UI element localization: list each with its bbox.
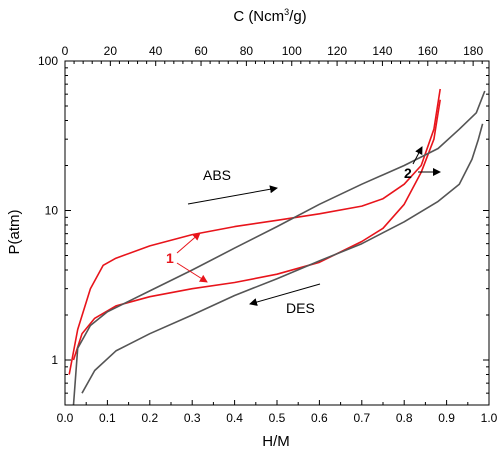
x-tick-label: 0.7 <box>353 411 370 425</box>
series-layer <box>68 88 486 406</box>
x-tick-label: 0.9 <box>438 411 455 425</box>
abs-arrow <box>187 185 278 205</box>
top-tick-label: 120 <box>327 44 347 58</box>
des-arrow <box>249 283 321 306</box>
top-tick-label: 140 <box>372 44 392 58</box>
top-axis-title: C (Ncm3/g) <box>233 7 306 25</box>
top-tick-label: 20 <box>104 44 118 58</box>
x-tick-label: 0.8 <box>396 411 413 425</box>
des-label: DES <box>286 300 315 316</box>
x-tick-label: 1.0 <box>481 411 497 425</box>
label-2: 2 <box>404 165 412 181</box>
top-tick-label: 40 <box>149 44 163 58</box>
x-tick-label: 0.5 <box>269 411 286 425</box>
top-axis-title-pre: C (Ncm <box>233 8 284 25</box>
abs-label: ABS <box>203 167 231 183</box>
y-tick-label: 100 <box>38 54 58 68</box>
series-line-3 <box>72 90 486 406</box>
top-axis-title-post: /g) <box>289 8 307 25</box>
top-axis-title-sup: 3 <box>284 7 289 17</box>
top-tick-label: 0 <box>62 44 69 58</box>
y-axis-title: P(atm) <box>6 209 23 254</box>
label-1-arrow-up <box>176 232 201 254</box>
plot-frame <box>64 60 490 406</box>
ticks-layer: 0.0 0.1 0.2 0.3 0.4 0.5 0.6 0.7 0.8 0.9 1.0 0 20 40 60… <box>38 44 497 425</box>
label-2-arrow-up <box>412 146 423 165</box>
x-tick-label: 0.6 <box>311 411 328 425</box>
label-1-arrow-down <box>176 262 208 283</box>
x-tick-label: 0.4 <box>226 411 243 425</box>
top-tick-label: 80 <box>240 44 254 58</box>
series-line-1 <box>68 88 441 375</box>
x-axis-title: H/M <box>262 433 290 450</box>
y-tick-label: 1 <box>51 353 58 367</box>
x-tick-label: 0.2 <box>141 411 158 425</box>
x-tick-label: 0.3 <box>184 411 201 425</box>
x-tick-label: 0.1 <box>99 411 116 425</box>
series-line-4 <box>81 123 484 394</box>
y-tick-label: 10 <box>45 203 59 217</box>
top-tick-label: 180 <box>463 44 483 58</box>
x-tick-label: 0.0 <box>57 411 74 425</box>
series-line-2 <box>72 99 441 361</box>
top-tick-label: 160 <box>418 44 438 58</box>
top-tick-label: 60 <box>194 44 208 58</box>
top-tick-label: 100 <box>282 44 302 58</box>
label-1: 1 <box>166 250 174 266</box>
